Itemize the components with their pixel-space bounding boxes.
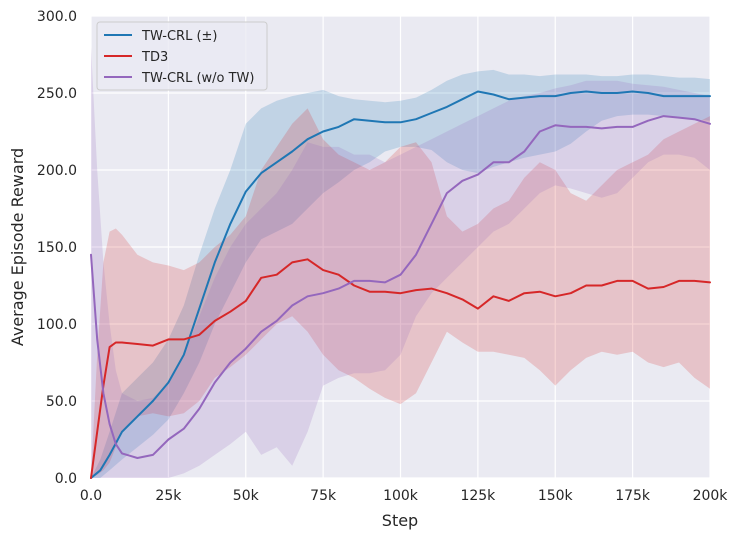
- y-tick-label: 300.0: [37, 9, 77, 25]
- y-axis-label: Average Episode Reward: [8, 148, 27, 346]
- y-tick-label: 50.0: [46, 394, 77, 410]
- y-tick-label: 100.0: [37, 317, 77, 333]
- legend-label: TW-CRL (w/o TW): [141, 71, 254, 86]
- y-axis-ticks: 0.0 50.0 100.0 150.0 200.0 250.0 300.0: [37, 9, 77, 487]
- y-tick-label: 0.0: [55, 471, 77, 487]
- legend-label: TW-CRL (±): [141, 29, 217, 44]
- x-tick-label: 125k: [460, 488, 496, 504]
- legend-label: TD3: [141, 50, 168, 65]
- legend-box: [96, 21, 268, 91]
- x-tick-label: 25k: [155, 488, 182, 504]
- x-tick-label: 0.0: [80, 488, 102, 504]
- grid: [90, 15, 711, 479]
- x-axis-ticks: 0.0 25k 50k 75k 100k 125k 150k 175k 200k: [80, 488, 728, 504]
- x-tick-label: 200k: [693, 488, 729, 504]
- band-tw-crl: [91, 69, 710, 479]
- band-tw-crl-w-o-tw: [91, 46, 710, 479]
- line-tw-crl: [90, 90, 711, 479]
- line-tw-crl-w-o-tw: [90, 115, 711, 459]
- y-tick-label: 200.0: [37, 163, 77, 179]
- y-tick-label: 150.0: [37, 240, 77, 256]
- x-axis-label: Step: [382, 511, 418, 530]
- x-tick-label: 175k: [615, 488, 651, 504]
- x-tick-label: 100k: [383, 488, 419, 504]
- series-lines: [90, 90, 711, 479]
- x-tick-label: 75k: [310, 488, 337, 504]
- x-tick-label: 150k: [538, 488, 574, 504]
- x-tick-label: 50k: [233, 488, 260, 504]
- legend: TW-CRL (±) TD3 TW-CRL (w/o TW): [96, 21, 268, 91]
- line-td3: [90, 258, 711, 479]
- y-tick-label: 250.0: [37, 86, 77, 102]
